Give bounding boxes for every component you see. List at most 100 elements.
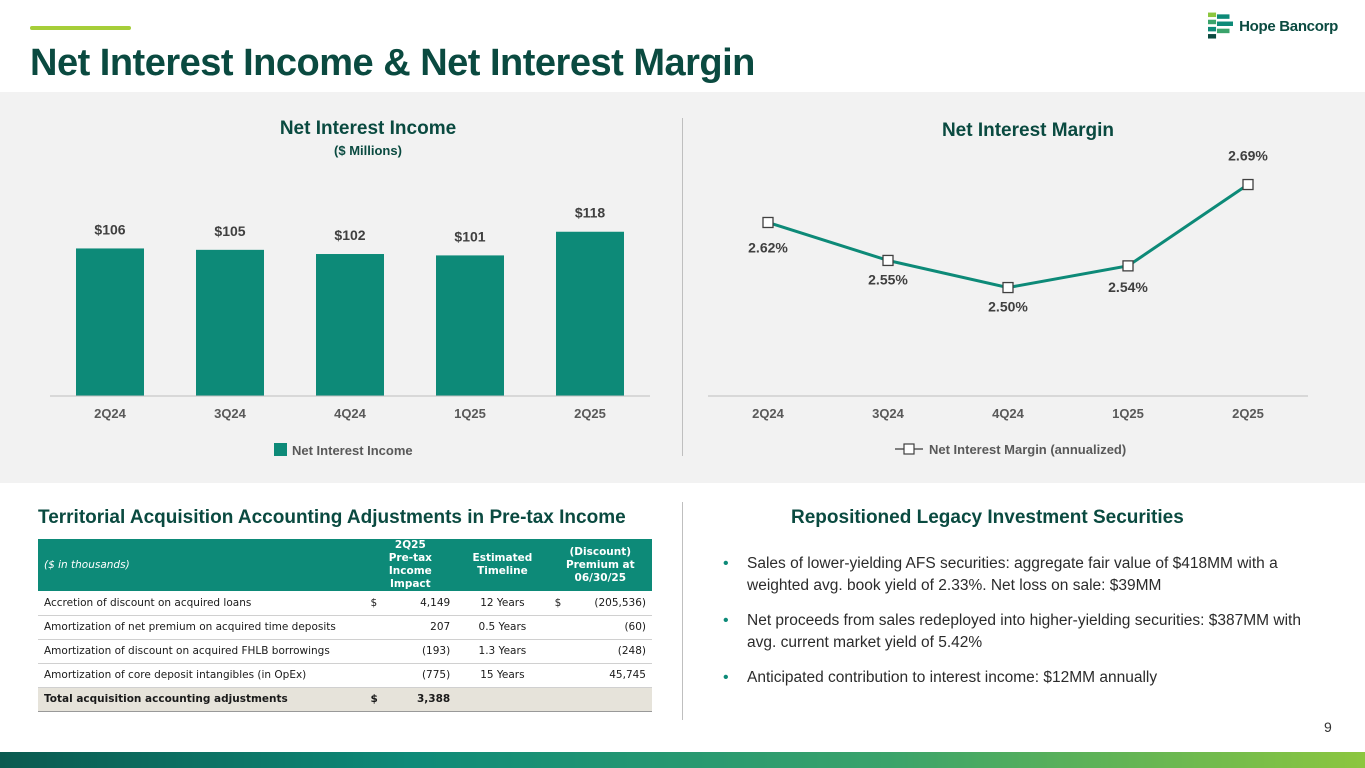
header-premium-line3: 06/30/25: [574, 571, 627, 584]
nim-point-2q25: [1242, 178, 1254, 191]
header-timeline-line1: Estimated: [472, 552, 533, 564]
nii-x-tick-label: 2Q24: [94, 406, 127, 421]
nim-data-label: 2.50%: [988, 299, 1028, 315]
bullet-icon: •: [723, 612, 729, 629]
table-row: Amortization of net premium on acquired …: [38, 615, 652, 640]
row-currency: [364, 663, 385, 688]
row-currency-2: [548, 639, 568, 664]
row-label: Amortization of net premium on acquired …: [38, 615, 365, 640]
header-timeline-line2: Timeline: [477, 565, 528, 577]
securities-section-title: Repositioned Legacy Investment Securitie…: [791, 507, 1184, 528]
row-impact: (775): [384, 663, 457, 688]
list-item: • Anticipated contribution to interest in…: [720, 667, 1310, 689]
row-timeline: 12 Years: [456, 591, 549, 616]
row-currency: $: [364, 591, 385, 616]
total-timeline-empty: [456, 687, 549, 712]
nim-x-tick-label: 4Q24: [992, 406, 1025, 421]
nii-data-label: $102: [334, 227, 365, 243]
row-timeline: 15 Years: [456, 663, 549, 688]
nii-data-label: $101: [454, 228, 485, 244]
row-currency-2: [548, 615, 568, 640]
table-total-row: Total acquisition accounting adjustments…: [38, 687, 652, 712]
logo-text: Hope Bancorp: [1239, 17, 1338, 35]
header-premium-line2: Premium at: [565, 558, 635, 571]
total-currency-2-empty: [548, 687, 568, 712]
footer-gradient-bar: [0, 752, 1365, 768]
acquisition-table: ($ in thousands) 2Q25 Pre-tax Income Imp…: [38, 539, 652, 712]
chart-divider: [682, 118, 683, 456]
row-label: Amortization of discount on acquired FHL…: [38, 639, 365, 664]
row-impact: (193): [384, 639, 457, 664]
list-item: • Net proceeds from sales redeployed into…: [720, 610, 1310, 654]
nim-x-tick-label: 3Q24: [872, 406, 905, 421]
table-row: Amortization of core deposit intangibles…: [38, 663, 652, 688]
page-number: 9: [1324, 719, 1332, 735]
nii-legend-label: Net Interest Income: [292, 443, 413, 458]
nim-x-tick-label: 1Q25: [1112, 406, 1144, 421]
nii-data-label: $106: [94, 221, 125, 237]
nii-x-tick-label: 2Q25: [574, 406, 606, 421]
row-timeline: 1.3 Years: [456, 639, 549, 664]
table-row: Accretion of discount on acquired loans …: [38, 591, 652, 616]
logo: Hope Bancorp: [1208, 11, 1338, 41]
nim-point-2q24: [762, 216, 774, 229]
total-premium-empty: [567, 687, 652, 712]
nim-data-label: 2.55%: [868, 271, 908, 287]
nii-chart-subtitle: ($ Millions): [334, 143, 402, 158]
table-header-row: ($ in thousands) 2Q25 Pre-tax Income Imp…: [38, 539, 652, 591]
table-row: Amortization of discount on acquired FHL…: [38, 639, 652, 664]
header-label: ($ in thousands): [38, 539, 365, 591]
net-interest-income-chart: Net Interest Income ($ Millions) $106 $10…: [50, 118, 650, 458]
row-premium: (205,536): [567, 591, 652, 616]
hope-bancorp-logo-icon: [1208, 12, 1234, 39]
row-currency: [364, 615, 385, 640]
header-impact: 2Q25 Pre-tax Income Impact: [364, 539, 457, 591]
nii-x-tick-label: 1Q25: [454, 406, 486, 421]
header-premium-line1: (Discount): [569, 545, 632, 558]
nim-x-tick-label: 2Q25: [1232, 406, 1264, 421]
row-premium: (60): [567, 615, 652, 640]
nim-x-tick-label: 2Q24: [752, 406, 785, 421]
nim-data-label: 2.54%: [1108, 279, 1148, 295]
header-timeline: Estimated Timeline: [456, 539, 549, 591]
bullet-text: Sales of lower-yielding AFS securities: …: [747, 555, 1278, 594]
acquisition-section-title: Territorial Acquisition Accounting Adjus…: [38, 507, 626, 528]
nim-series-line: [767, 183, 1249, 290]
row-label: Amortization of core deposit intangibles…: [38, 663, 365, 688]
total-currency: $: [364, 687, 385, 712]
header-impact-line2: Pre-tax Income: [388, 552, 432, 577]
nii-bar-4q24: [316, 254, 384, 396]
nim-data-label: 2.62%: [748, 239, 788, 255]
nim-chart-title: Net Interest Margin: [942, 120, 1114, 141]
nii-x-tick-label: 3Q24: [214, 406, 247, 421]
nii-bar-1q25: [436, 255, 504, 396]
nim-point-3q24: [882, 254, 894, 267]
row-label: Accretion of discount on acquired loans: [38, 591, 365, 616]
nim-legend-marker: [903, 443, 915, 455]
total-impact: 3,388: [384, 687, 457, 712]
nii-legend-swatch: [274, 443, 287, 456]
bullet-icon: •: [723, 555, 729, 572]
nii-bar-3q24: [196, 249, 264, 396]
net-interest-margin-chart: Net Interest Margin 2.62% 2.55% 2.50% 2.54%…: [708, 120, 1308, 457]
header-impact-line3: Impact: [389, 578, 431, 590]
bullet-icon: •: [723, 669, 729, 686]
page-title: Net Interest Income & Net Interest Margi…: [30, 42, 755, 84]
nim-point-1q25: [1122, 260, 1134, 272]
row-impact: 4,149: [384, 591, 457, 616]
nim-data-label: 2.69%: [1228, 148, 1268, 164]
nii-data-label: $105: [214, 223, 245, 239]
list-item: • Sales of lower-yielding AFS securities:…: [720, 553, 1310, 597]
nii-bar-2q24: [76, 248, 144, 396]
bullet-text: Anticipated contribution to interest inc…: [747, 669, 1158, 686]
total-label: Total acquisition accounting adjustments: [38, 687, 365, 712]
nim-point-4q24: [1002, 281, 1014, 294]
nim-legend-label: Net Interest Margin (annualized): [929, 442, 1126, 457]
row-impact: 207: [384, 615, 457, 640]
nii-bar-2q25: [556, 231, 624, 396]
title-accent-bar: [30, 26, 131, 30]
section-divider: [682, 502, 683, 720]
row-currency-2: $: [548, 591, 568, 616]
nii-chart-title: Net Interest Income: [280, 118, 456, 139]
header-premium: (Discount) Premium at 06/30/25: [548, 539, 652, 591]
